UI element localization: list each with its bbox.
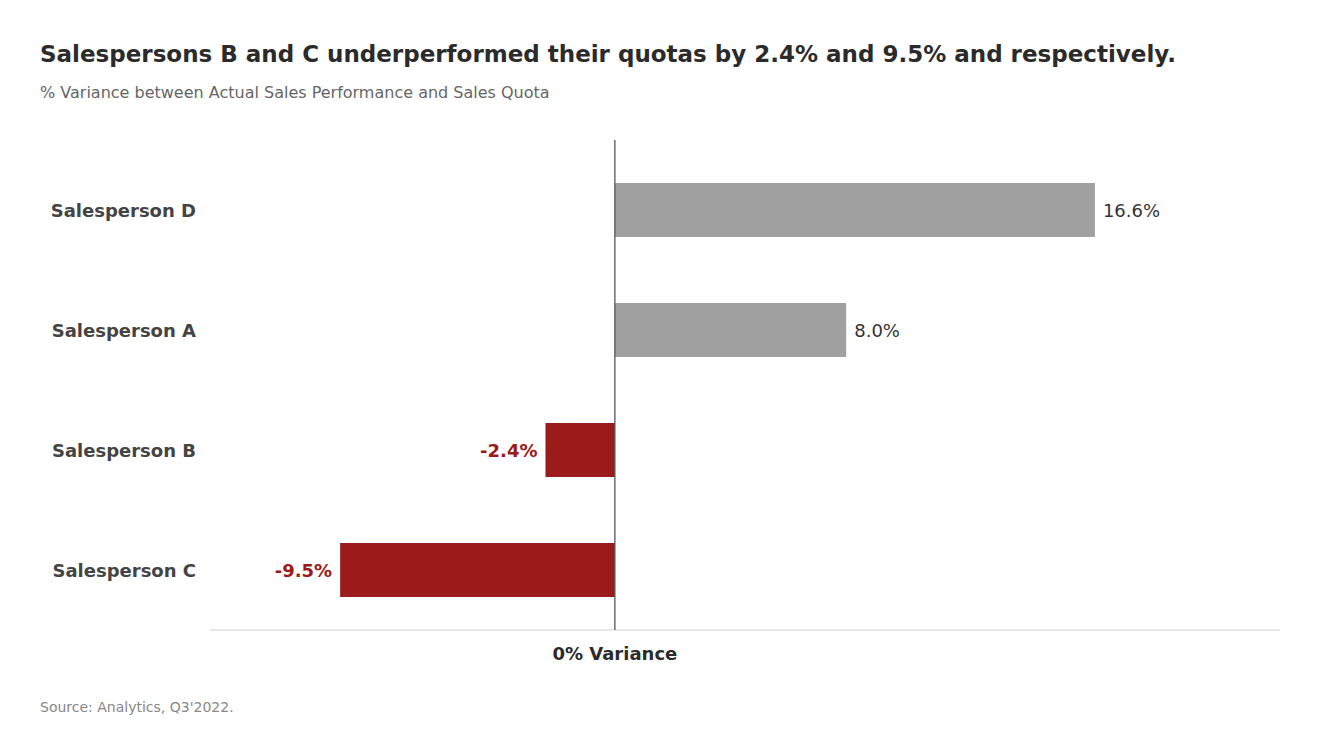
bar: [615, 303, 846, 357]
data-label: 16.6%: [1103, 200, 1160, 221]
bar: [615, 183, 1095, 237]
data-label: -2.4%: [480, 440, 537, 461]
subtitle: % Variance between Actual Sales Performa…: [40, 83, 550, 102]
category-label: Salesperson B: [52, 440, 196, 461]
source-note: Source: Analytics, Q3'2022.: [40, 699, 234, 715]
zero-line: [614, 140, 615, 630]
title: Salespersons B and C underperformed thei…: [40, 41, 1176, 67]
data-label: -9.5%: [275, 560, 332, 581]
chart: Salespersons B and C underperformed thei…: [0, 0, 1338, 753]
bar: [545, 423, 614, 477]
bar: [340, 543, 615, 597]
category-label: Salesperson A: [52, 320, 196, 341]
bars: [340, 183, 1095, 597]
category-label: Salesperson D: [51, 200, 196, 221]
x-label: 0% Variance: [552, 643, 677, 664]
category-label: Salesperson C: [52, 560, 196, 581]
x-axis-line: [210, 630, 1280, 631]
data-label: 8.0%: [854, 320, 900, 341]
